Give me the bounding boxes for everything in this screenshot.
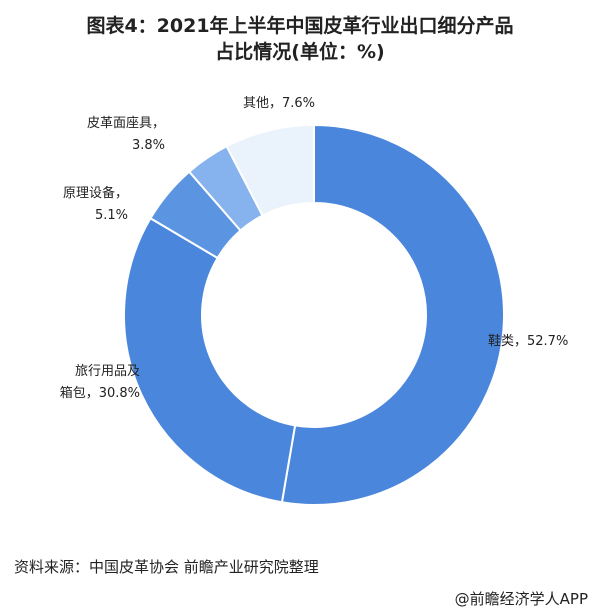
slice-4 — [225, 123, 315, 217]
slice-label-2: 原理设备， 5.1% — [63, 185, 128, 223]
slice-1 — [123, 216, 297, 504]
slice-label-1: 旅行用品及箱包，30.8% — [60, 364, 140, 401]
chart-title-line1: 图表4：2021年上半年中国皮革行业出口细分产品 — [86, 15, 514, 37]
brand-credit: @前瞻经济学人APP — [454, 590, 588, 608]
chart-title-line2: 占比情况(单位：%) — [215, 41, 385, 63]
slice-label-4: 其他，7.6% — [243, 96, 315, 111]
slice-label-0: 鞋类，52.7% — [488, 333, 568, 349]
slice-label-3: 皮革面座具， 3.8% — [87, 116, 165, 153]
source-note: 资料来源：中国皮革协会 前瞻产业研究院整理 — [14, 558, 319, 576]
slice-0 — [280, 123, 505, 506]
